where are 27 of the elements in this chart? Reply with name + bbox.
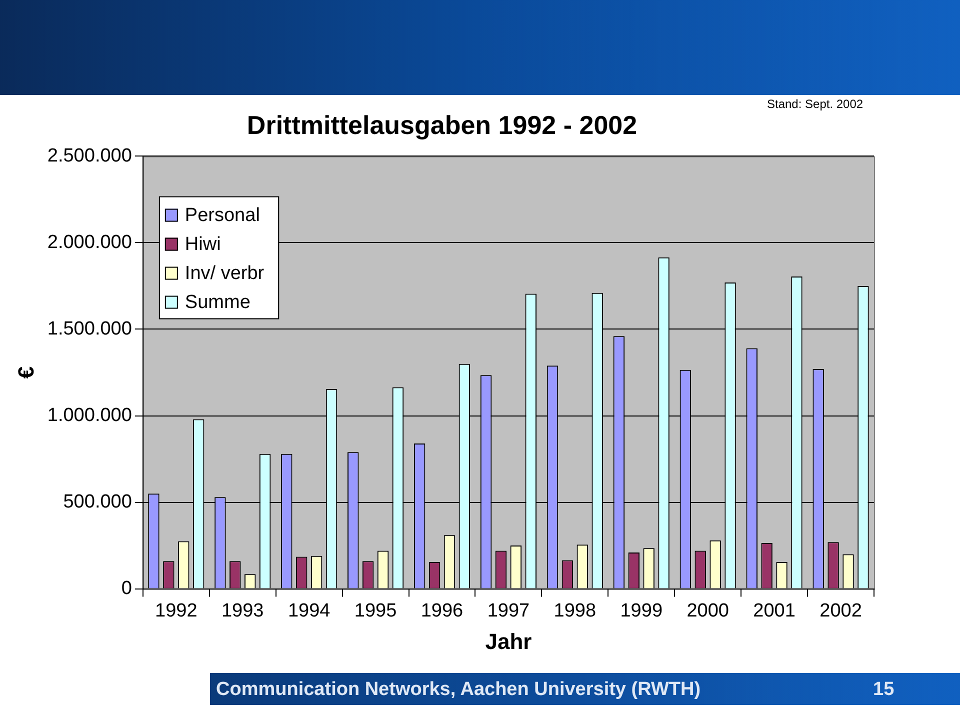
x-tick-label: 2001 — [753, 600, 796, 622]
y-tick-label: 2.500.000 — [47, 145, 132, 166]
x-tick-label: 1992 — [155, 600, 198, 622]
y-tick-label: 1.500.000 — [47, 318, 132, 340]
x-axis-title: Jahr — [485, 628, 532, 654]
text: Communication Networks, Aachen University (RWTH) — [216, 679, 701, 701]
y-axis-title: € — [13, 366, 38, 379]
y-tick-label: 500.000 — [63, 492, 132, 513]
x-tick-label: 1995 — [354, 600, 397, 622]
x-tick-label: 1996 — [420, 600, 464, 622]
legend-label: Summe — [184, 292, 250, 313]
x-tick-label: 1998 — [554, 600, 596, 622]
x-tick-label: 2002 — [820, 600, 862, 622]
x-tick-label: 1993 — [221, 600, 264, 622]
x-tick-label: 1997 — [487, 600, 530, 622]
x-tick-label: 2000 — [686, 600, 729, 622]
text: Stand: Sept. 2002 — [767, 97, 864, 111]
x-tick-label: 1999 — [620, 600, 663, 622]
y-tick-label: 1.000.000 — [47, 404, 132, 426]
chart-title: Drittmittelausgaben 1992 - 2002 — [246, 110, 638, 140]
legend-label: Inv/ verbr — [184, 262, 265, 284]
x-tick-label: 1994 — [288, 600, 331, 622]
legend-label: Personal — [184, 204, 260, 226]
text: 15 — [873, 679, 894, 701]
y-tick-label: 0 — [121, 578, 132, 600]
legend-label: Hiwi — [184, 234, 221, 255]
y-tick-label: 2.000.000 — [47, 232, 132, 253]
